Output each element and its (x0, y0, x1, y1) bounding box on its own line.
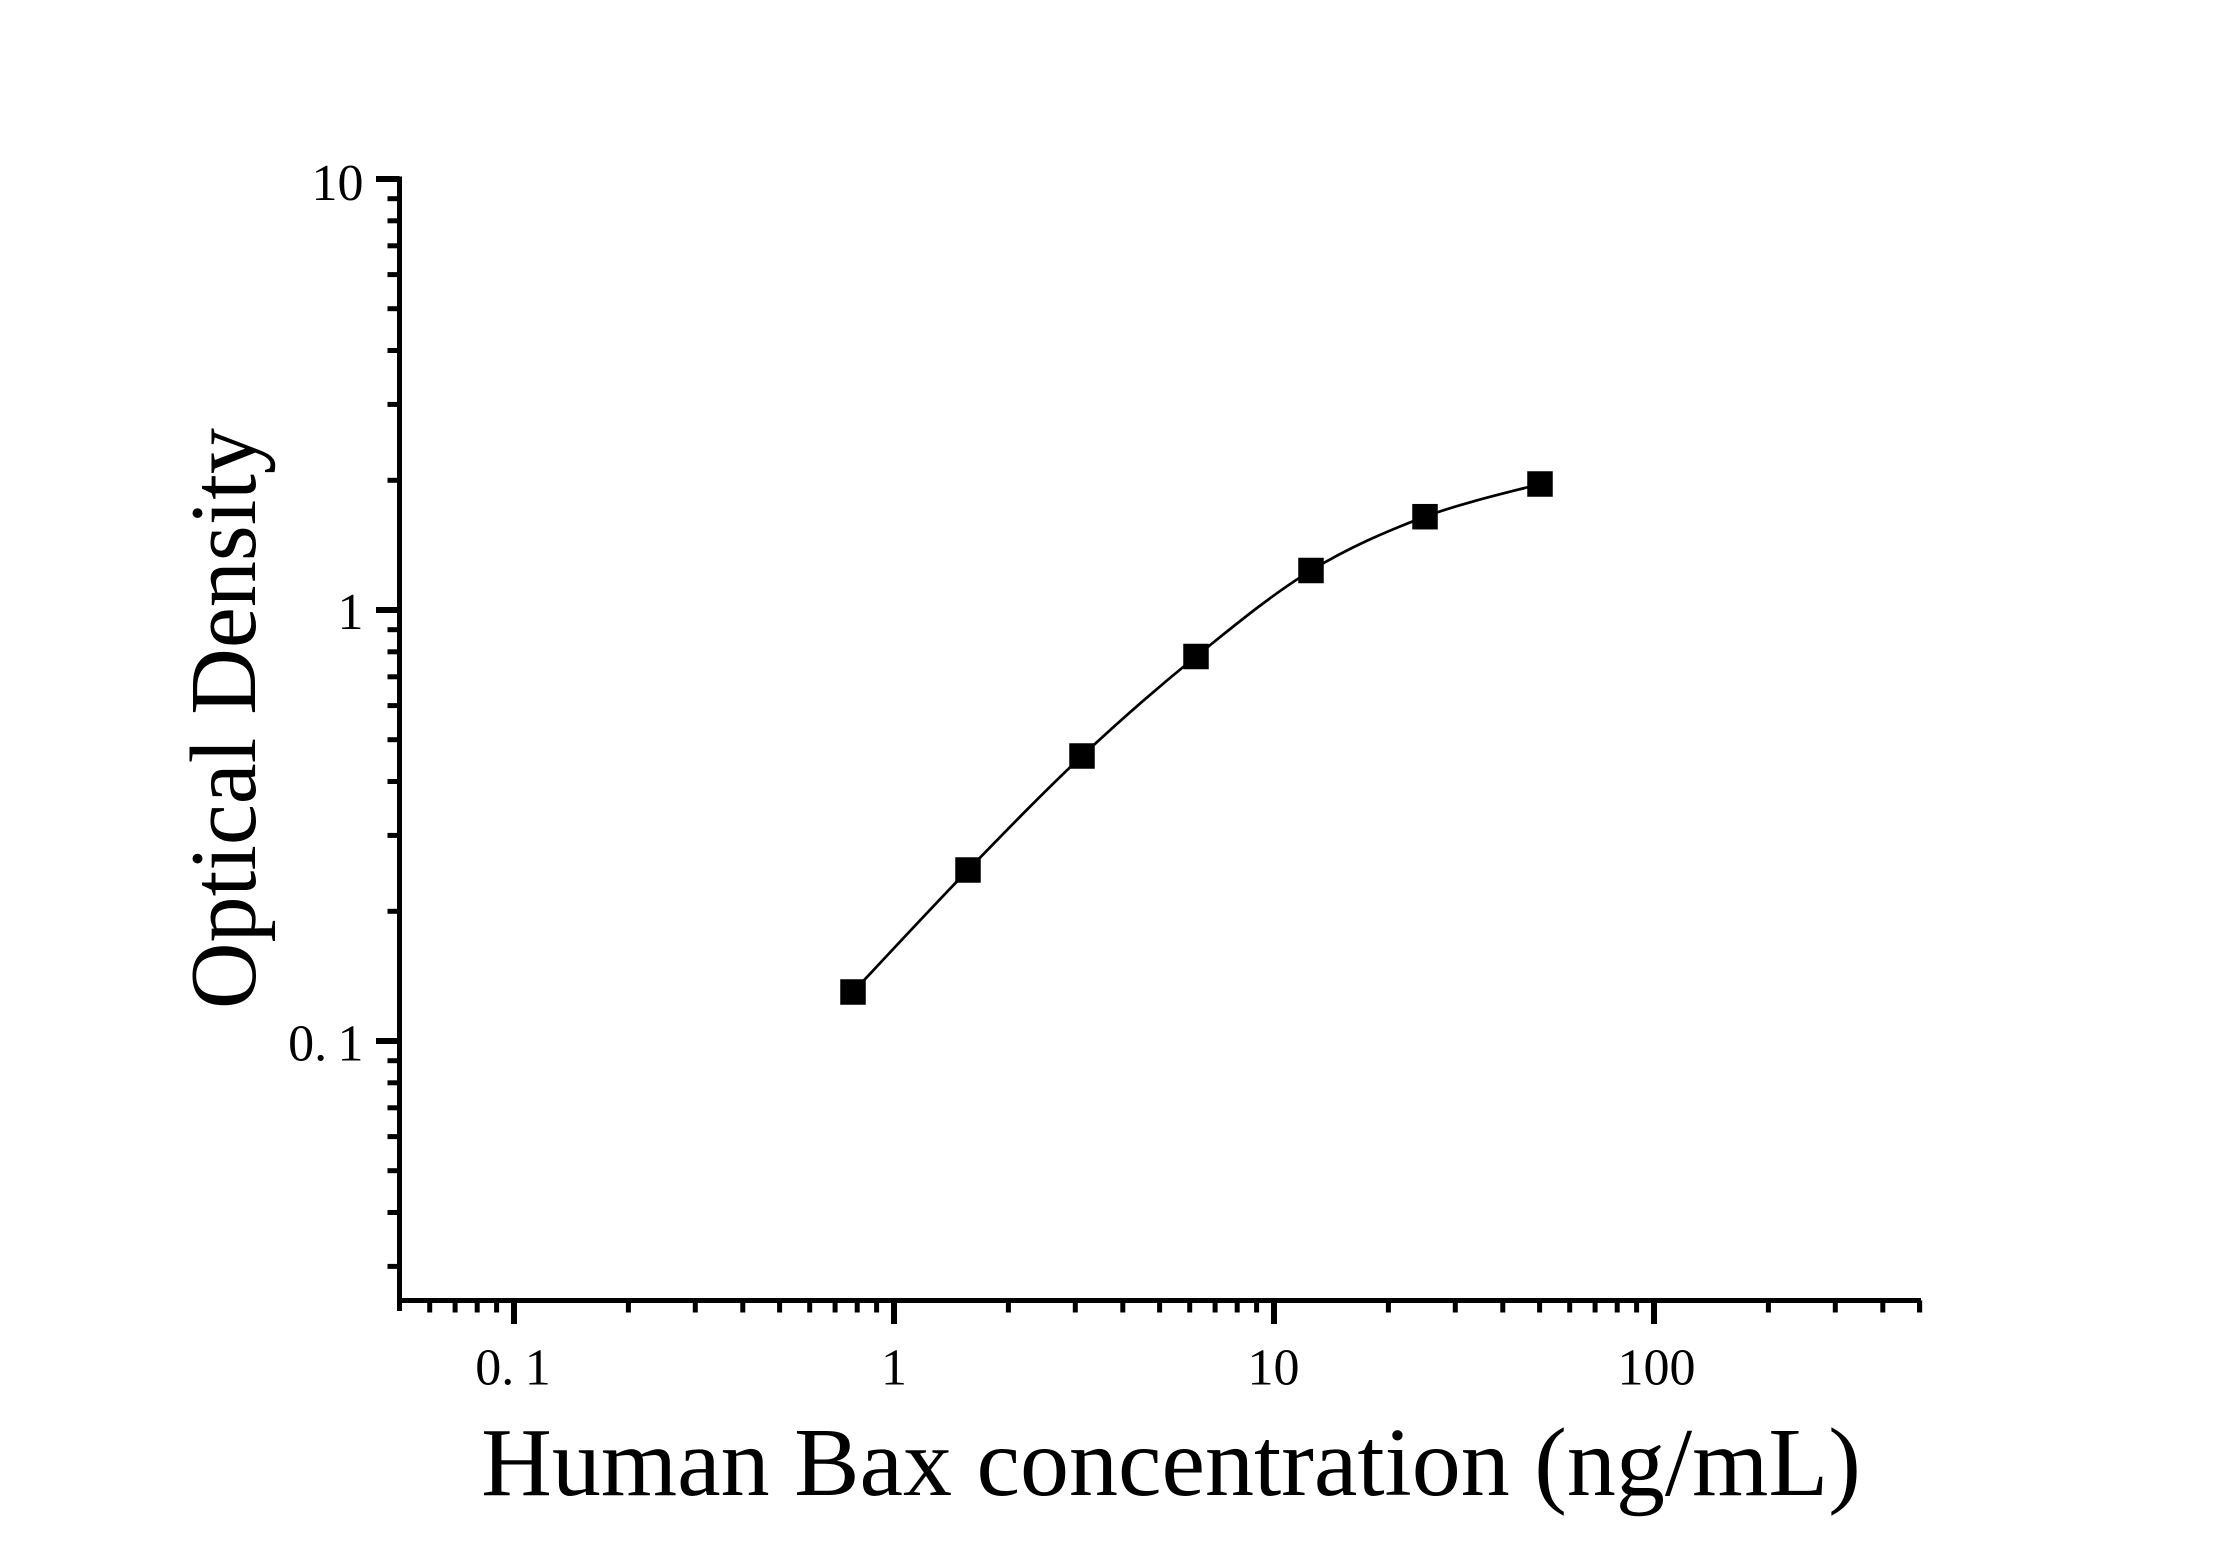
svg-text:0. 1: 0. 1 (475, 1340, 550, 1397)
svg-text:0. 1: 0. 1 (288, 1016, 363, 1073)
svg-text:100: 100 (1618, 1340, 1696, 1397)
svg-text:1: 1 (881, 1340, 907, 1397)
svg-text:1: 1 (338, 584, 364, 641)
svg-text:Optical Density: Optical Density (172, 428, 276, 1009)
svg-text:Human Bax concentration (ng/mL: Human Bax concentration (ng/mL) (481, 1409, 1861, 1517)
svg-text:10: 10 (312, 155, 364, 212)
svg-text:10: 10 (1248, 1340, 1300, 1397)
